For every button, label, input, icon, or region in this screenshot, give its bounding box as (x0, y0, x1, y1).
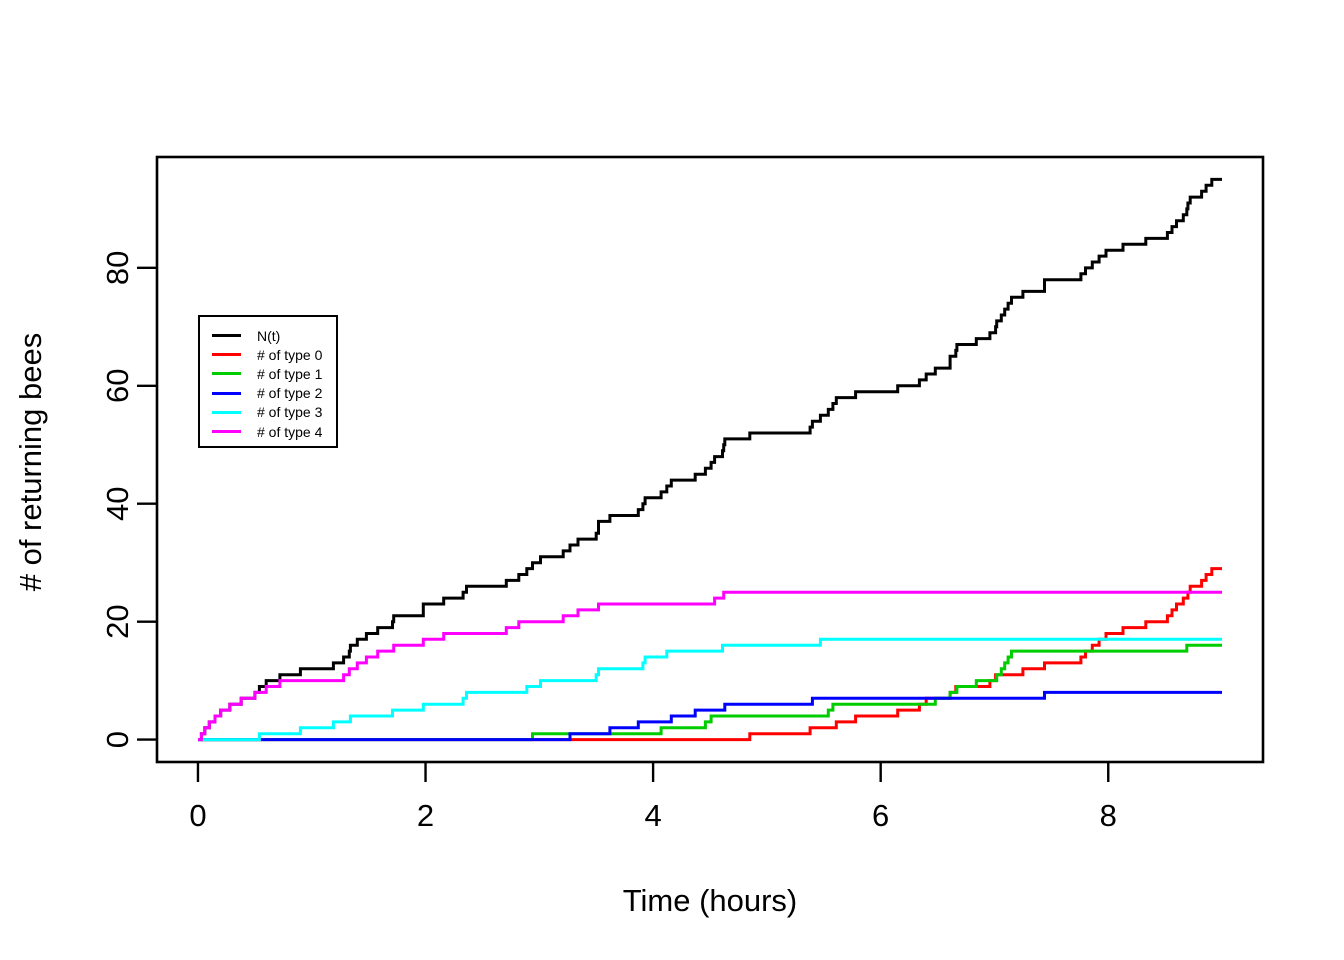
x-tick-label: 2 (417, 798, 434, 833)
plot-box (155, 155, 1265, 764)
y-tick-label: 40 (100, 486, 135, 520)
legend: N(t) # of type 0 # of type 1 # of type 2 # o… (198, 315, 338, 448)
series-line-of-type-4 (198, 590, 1222, 742)
legend-entry-label: # of type 1 (257, 365, 323, 382)
legend-entry: # of type 0 (200, 345, 336, 364)
x-axis-title: Time (hours) (622, 883, 798, 918)
x-tick-label: 0 (189, 798, 206, 833)
y-tick-label: 0 (100, 731, 135, 748)
legend-line-sample (212, 334, 241, 338)
legend-entry-label: # of type 2 (257, 385, 323, 402)
legend-line-sample (212, 410, 241, 414)
legend-entry: # of type 4 (200, 422, 336, 441)
legend-entry: # of type 2 (200, 384, 336, 403)
x-tick-label: 4 (644, 798, 661, 833)
y-tick-label: 60 (100, 369, 135, 403)
legend-entry: N(t) (200, 326, 336, 345)
x-tick-label: 8 (1100, 798, 1117, 833)
legend-entry-label: # of type 4 (257, 423, 323, 440)
series-line-of-type-1 (198, 643, 1222, 742)
series-line-of-type-2 (198, 690, 1222, 742)
legend-entry-label: N(t) (257, 327, 281, 344)
y-tick-label: 20 (100, 604, 135, 638)
legend-line-sample (212, 353, 241, 357)
legend-entry-label: # of type 0 (257, 346, 323, 363)
legend-entry-label: # of type 3 (257, 404, 323, 421)
legend-line-sample (212, 372, 241, 376)
series-line-of-type-0 (198, 567, 1222, 742)
series-line-n-t (198, 177, 1222, 742)
legend-entry: # of type 3 (200, 403, 336, 422)
y-axis-title: # of returning bees (13, 332, 48, 592)
legend-entry: # of type 1 (200, 364, 336, 383)
y-tick-label: 80 (100, 251, 135, 285)
legend-line-sample (212, 391, 241, 395)
legend-line-sample (212, 430, 241, 434)
series-line-of-type-3 (198, 637, 1222, 742)
x-tick-label: 6 (872, 798, 889, 833)
